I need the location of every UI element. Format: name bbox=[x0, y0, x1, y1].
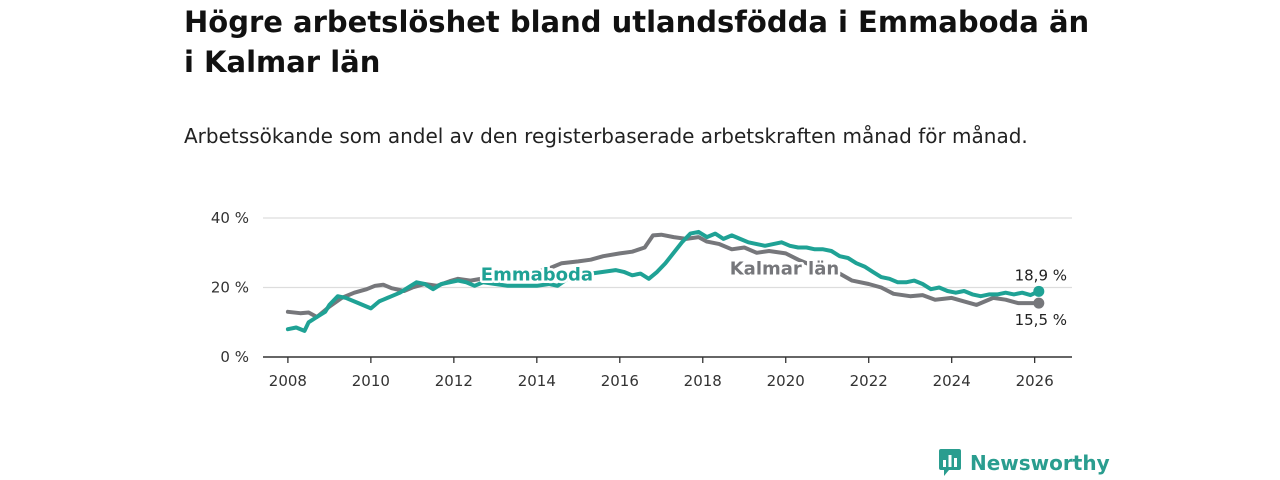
x-tick-label: 2022 bbox=[850, 372, 888, 390]
x-tick-label: 2018 bbox=[684, 372, 722, 390]
x-tick-label: 2010 bbox=[352, 372, 390, 390]
newsworthy-brand[interactable]: Newsworthy bbox=[938, 448, 1110, 478]
brand-name: Newsworthy bbox=[970, 451, 1110, 475]
y-tick-label: 40 % bbox=[211, 209, 249, 227]
x-tick-label: 2016 bbox=[601, 372, 639, 390]
end-label-kalmar-l-n: 15,5 % bbox=[1015, 311, 1067, 329]
x-tick-label: 2012 bbox=[435, 372, 473, 390]
gridlines: 0 % 20 % 40 % bbox=[211, 209, 1072, 366]
newsworthy-logo-icon bbox=[939, 449, 961, 476]
chart-subtitle: Arbetssökande som andel av den registerb… bbox=[184, 124, 1028, 148]
series-line-kalmar-l-n bbox=[285, 232, 1041, 319]
labels: 15,5 % 18,9 % Kalmar län Emmaboda bbox=[478, 256, 1067, 329]
x-axis: 2008 2010 2012 2014 2016 2018 2020 2022 2024 2026 bbox=[263, 356, 1072, 390]
x-tick-label: 2014 bbox=[518, 372, 556, 390]
series-lines bbox=[285, 229, 1041, 333]
end-point-emmaboda bbox=[1033, 285, 1045, 297]
x-tick-label: 2020 bbox=[767, 372, 805, 390]
end-point-kalmar-l-n bbox=[1033, 297, 1045, 309]
y-tick-label: 0 % bbox=[220, 348, 249, 366]
y-tick-label: 20 % bbox=[211, 279, 249, 297]
series-label-kalmar-l-n: Kalmar län bbox=[730, 258, 839, 279]
chart-title: Högre arbetslöshet bland utlandsfödda i … bbox=[184, 5, 1090, 79]
x-tick-label: 2024 bbox=[933, 372, 971, 390]
x-tick-label: 2026 bbox=[1016, 372, 1054, 390]
series-line-emmaboda bbox=[285, 229, 1041, 333]
x-tick-label: 2008 bbox=[269, 372, 307, 390]
end-label-emmaboda: 18,9 % bbox=[1015, 266, 1067, 284]
series-label-emmaboda: Emmaboda bbox=[481, 265, 593, 286]
